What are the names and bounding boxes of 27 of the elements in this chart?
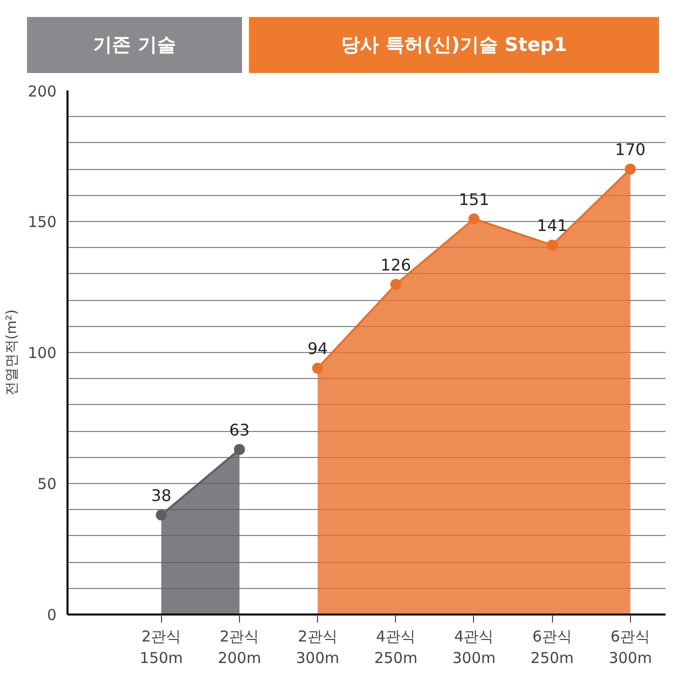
- point: [468, 213, 480, 224]
- data-label: 151: [458, 190, 490, 209]
- point: [312, 362, 324, 374]
- x-tick-label: 6관식 300m: [608, 628, 652, 668]
- point: [624, 164, 636, 175]
- y-tick-label: 50: [37, 475, 57, 493]
- x-tick-label: 2관식 150m: [140, 628, 183, 668]
- data-label: 126: [380, 255, 412, 274]
- point: [390, 278, 402, 290]
- x-tick-label: 4관식 250m: [374, 628, 418, 668]
- point: [156, 509, 167, 520]
- x-tick-label: 2관식 300m: [296, 628, 340, 668]
- data-label: 141: [536, 216, 568, 236]
- y-tick-label: 150: [28, 213, 57, 231]
- y-axis-title: 전열면적(m²): [4, 309, 20, 396]
- y-tick-label: 0: [46, 606, 57, 624]
- text: 당사 특허(신)기술 Step1: [249, 17, 659, 73]
- point: [234, 444, 245, 455]
- x-tick-label: 6관식 250m: [530, 628, 574, 668]
- y-tick-label: 200: [28, 82, 57, 100]
- x-tick-label: 2관식 200m: [218, 628, 262, 668]
- data-label: 38: [151, 486, 172, 505]
- x-tick-label: 4관식 300m: [452, 628, 496, 668]
- point: [546, 240, 558, 251]
- text: 기존 기술: [27, 17, 242, 73]
- data-label: 170: [615, 140, 646, 160]
- y-tick-label: 100: [28, 344, 57, 362]
